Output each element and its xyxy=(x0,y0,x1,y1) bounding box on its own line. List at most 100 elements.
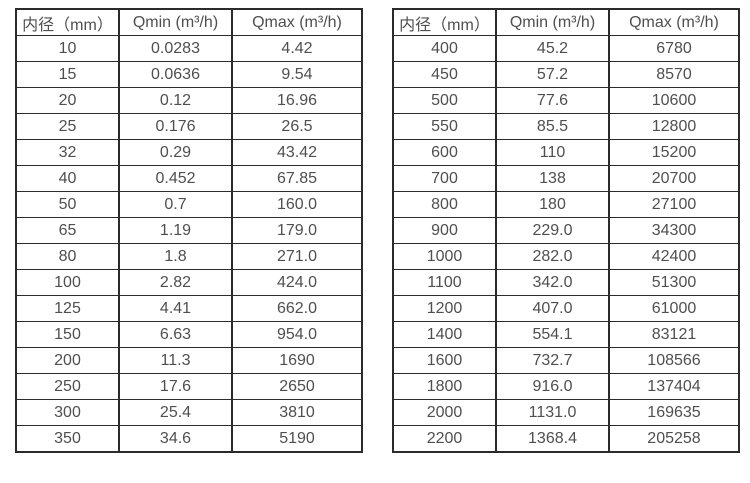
header-cell-diameter: 内径（mm） xyxy=(392,8,497,36)
diameter-cell: 40 xyxy=(15,165,120,192)
diameter-cell: 700 xyxy=(392,165,497,192)
qmin-cell: 0.0283 xyxy=(118,35,233,62)
qmin-cell: 229.0 xyxy=(495,217,610,244)
header-cell-diameter: 内径（mm） xyxy=(15,8,120,36)
diameter-cell: 1200 xyxy=(392,295,497,322)
qmin-cell: 180 xyxy=(495,191,610,218)
diameter-cell: 200 xyxy=(15,347,120,374)
diameter-cell: 50 xyxy=(15,191,120,218)
qmax-cell: 27100 xyxy=(608,191,740,218)
qmin-cell: 57.2 xyxy=(495,61,610,88)
table-row: 65 1.19 179.0 xyxy=(15,217,363,244)
qmin-cell: 732.7 xyxy=(495,347,610,374)
table-row: 350 34.6 5190 xyxy=(15,425,363,453)
diameter-cell: 10 xyxy=(15,35,120,62)
header-cell-qmin: Qmin (m³/h) xyxy=(118,8,233,36)
qmax-cell: 8570 xyxy=(608,61,740,88)
table-row: 900 229.0 34300 xyxy=(392,217,740,244)
qmin-cell: 1368.4 xyxy=(495,425,610,453)
qmin-cell: 342.0 xyxy=(495,269,610,296)
diameter-cell: 20 xyxy=(15,87,120,114)
qmax-cell: 61000 xyxy=(608,295,740,322)
table-row: 1000 282.0 42400 xyxy=(392,243,740,270)
table-row: 80 1.8 271.0 xyxy=(15,243,363,270)
qmin-cell: 0.12 xyxy=(118,87,233,114)
qmin-cell: 25.4 xyxy=(118,399,233,426)
qmin-cell: 1.19 xyxy=(118,217,233,244)
qmin-cell: 0.452 xyxy=(118,165,233,192)
table-row: 25 0.176 26.5 xyxy=(15,113,363,140)
qmax-cell: 6780 xyxy=(608,35,740,62)
qmin-cell: 0.29 xyxy=(118,139,233,166)
qmin-cell: 138 xyxy=(495,165,610,192)
table-row: 400 45.2 6780 xyxy=(392,35,740,62)
qmax-cell: 271.0 xyxy=(231,243,363,270)
table-row: 700 138 20700 xyxy=(392,165,740,192)
qmax-cell: 5190 xyxy=(231,425,363,453)
diameter-cell: 1600 xyxy=(392,347,497,374)
qmax-cell: 1690 xyxy=(231,347,363,374)
qmax-cell: 26.5 xyxy=(231,113,363,140)
qmax-cell: 10600 xyxy=(608,87,740,114)
qmax-cell: 179.0 xyxy=(231,217,363,244)
qmax-cell: 12800 xyxy=(608,113,740,140)
qmin-cell: 282.0 xyxy=(495,243,610,270)
qmin-cell: 34.6 xyxy=(118,425,233,453)
table-row: 32 0.29 43.42 xyxy=(15,139,363,166)
qmax-cell: 15200 xyxy=(608,139,740,166)
qmin-cell: 2.82 xyxy=(118,269,233,296)
qmin-cell: 6.63 xyxy=(118,321,233,348)
qmax-cell: 205258 xyxy=(608,425,740,453)
qmax-cell: 4.42 xyxy=(231,35,363,62)
table-row: 1400 554.1 83121 xyxy=(392,321,740,348)
qmax-cell: 160.0 xyxy=(231,191,363,218)
diameter-cell: 1100 xyxy=(392,269,497,296)
table-row: 600 110 15200 xyxy=(392,139,740,166)
qmin-cell: 77.6 xyxy=(495,87,610,114)
table-row: 50 0.7 160.0 xyxy=(15,191,363,218)
table-row: 550 85.5 12800 xyxy=(392,113,740,140)
diameter-cell: 1800 xyxy=(392,373,497,400)
qmax-cell: 83121 xyxy=(608,321,740,348)
qmax-cell: 42400 xyxy=(608,243,740,270)
diameter-cell: 150 xyxy=(15,321,120,348)
diameter-cell: 2000 xyxy=(392,399,497,426)
qmin-cell: 407.0 xyxy=(495,295,610,322)
qmin-cell: 85.5 xyxy=(495,113,610,140)
table-row: 1600 732.7 108566 xyxy=(392,347,740,374)
table-row: 40 0.452 67.85 xyxy=(15,165,363,192)
diameter-cell: 600 xyxy=(392,139,497,166)
diameter-cell: 125 xyxy=(15,295,120,322)
table-row: 100 2.82 424.0 xyxy=(15,269,363,296)
qmin-cell: 11.3 xyxy=(118,347,233,374)
table-row: 2200 1368.4 205258 xyxy=(392,425,740,453)
diameter-cell: 900 xyxy=(392,217,497,244)
diameter-cell: 450 xyxy=(392,61,497,88)
qmax-cell: 2650 xyxy=(231,373,363,400)
qmin-cell: 0.176 xyxy=(118,113,233,140)
table-row: 250 17.6 2650 xyxy=(15,373,363,400)
table-row: 1100 342.0 51300 xyxy=(392,269,740,296)
spec-table-right: 内径（mm） Qmin (m³/h) Qmax (m³/h) 400 45.2 67… xyxy=(392,8,740,453)
qmax-cell: 3810 xyxy=(231,399,363,426)
diameter-cell: 800 xyxy=(392,191,497,218)
qmax-cell: 108566 xyxy=(608,347,740,374)
diameter-cell: 15 xyxy=(15,61,120,88)
table-row: 125 4.41 662.0 xyxy=(15,295,363,322)
header-cell-qmax: Qmax (m³/h) xyxy=(608,8,740,36)
qmax-cell: 662.0 xyxy=(231,295,363,322)
table-row: 2000 1131.0 169635 xyxy=(392,399,740,426)
table-row: 200 11.3 1690 xyxy=(15,347,363,374)
qmax-cell: 34300 xyxy=(608,217,740,244)
diameter-cell: 550 xyxy=(392,113,497,140)
qmin-cell: 45.2 xyxy=(495,35,610,62)
diameter-cell: 400 xyxy=(392,35,497,62)
qmin-cell: 0.0636 xyxy=(118,61,233,88)
diameter-cell: 32 xyxy=(15,139,120,166)
qmin-cell: 554.1 xyxy=(495,321,610,348)
header-cell-qmax: Qmax (m³/h) xyxy=(231,8,363,36)
header-cell-qmin: Qmin (m³/h) xyxy=(495,8,610,36)
qmax-cell: 9.54 xyxy=(231,61,363,88)
spec-tables-container: 内径（mm） Qmin (m³/h) Qmax (m³/h) 10 0.0283 4… xyxy=(15,8,740,453)
qmin-cell: 1.8 xyxy=(118,243,233,270)
